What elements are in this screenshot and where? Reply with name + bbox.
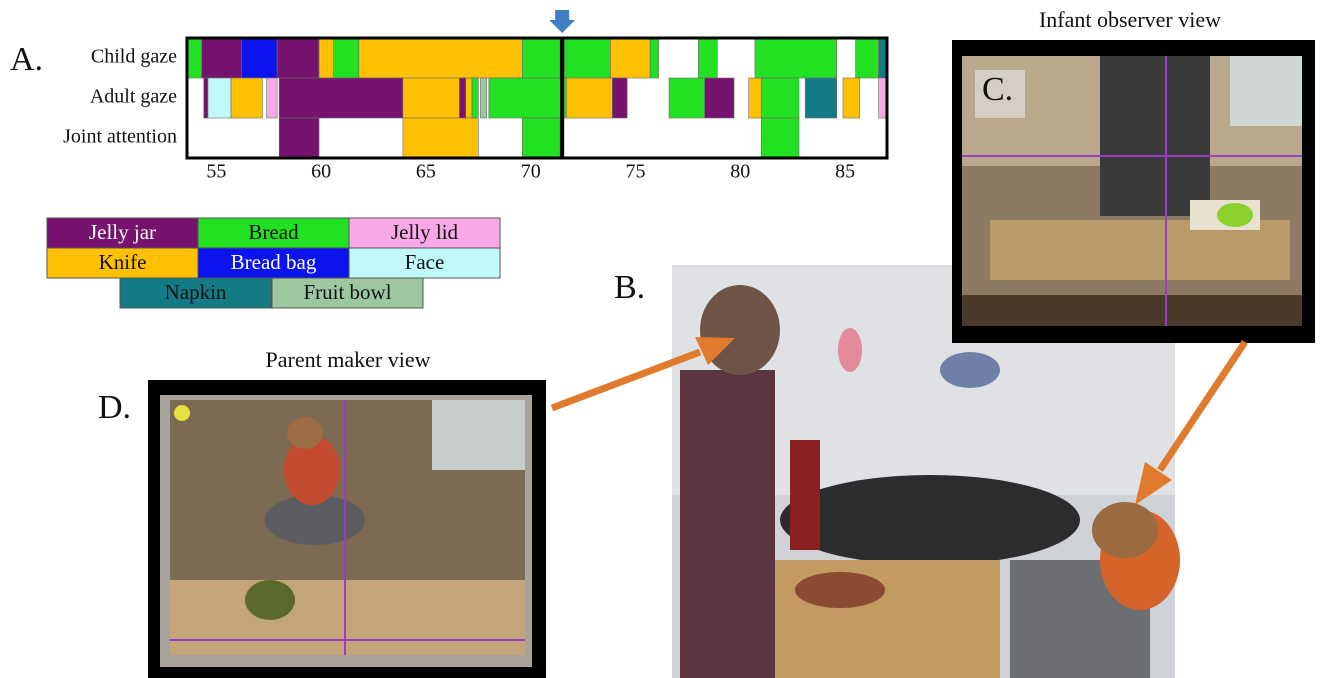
gaze-segment: [563, 37, 611, 79]
gaze-segment: [488, 77, 567, 119]
x-tick-label: 60: [311, 161, 331, 183]
legend-swatch: [197, 247, 350, 279]
legend-swatch: [348, 247, 501, 279]
gaze-segment: [203, 77, 209, 119]
gaze-segment: [649, 37, 659, 79]
legend-swatch: [197, 217, 350, 249]
x-tick-label: 70: [521, 161, 541, 183]
gaze-segment: [278, 117, 320, 159]
panel-label: A.: [10, 41, 43, 78]
legend-label: Jelly jar: [89, 220, 156, 244]
gaze-segment: [704, 77, 735, 119]
gaze-segment: [566, 77, 613, 119]
x-tick-label: 80: [730, 161, 750, 183]
gaze-segment: [465, 77, 473, 119]
gaze-segment: [266, 77, 278, 119]
gaze-segment: [760, 77, 800, 119]
row-label: Adult gaze: [90, 86, 177, 108]
gaze-segment: [842, 77, 861, 119]
legend-swatch: [119, 277, 272, 309]
legend-label: Jelly lid: [391, 220, 459, 244]
gaze-segment: [201, 37, 242, 79]
gaze-segment: [522, 37, 561, 79]
gaze-segment: [522, 117, 561, 159]
view-title: Infant observer view: [1039, 7, 1221, 32]
gaze-segment: [471, 77, 479, 119]
photo-d: [148, 380, 546, 678]
legend-swatch: [348, 217, 501, 249]
row-label: Child gaze: [91, 46, 177, 68]
gaze-segment: [402, 117, 479, 159]
legend-swatch: [46, 247, 199, 279]
x-tick-label: 85: [835, 161, 855, 183]
gaze-segment: [207, 77, 232, 119]
legend-swatch: [271, 277, 424, 309]
gaze-segment: [480, 77, 488, 119]
gaze-segment: [333, 37, 360, 79]
gaze-segment: [668, 77, 705, 119]
gaze-segment: [278, 77, 404, 119]
legend-swatch: [46, 217, 199, 249]
panel-label: B.: [614, 269, 645, 306]
gaze-segment: [754, 37, 838, 79]
view-title: Parent maker view: [266, 347, 431, 372]
legend-label: Bread: [248, 220, 299, 244]
time-arrow: [549, 10, 576, 33]
timeline-frame: [185, 36, 889, 160]
legend-label: Face: [405, 250, 445, 274]
gaze-segment: [402, 77, 460, 119]
photo-c: [952, 40, 1315, 343]
gaze-segment: [318, 37, 335, 79]
arrows: [550, 337, 1248, 505]
gaze-segment: [459, 77, 467, 119]
gaze-segment: [804, 77, 838, 119]
legend-label: Fruit bowl: [303, 280, 391, 304]
row-label: Joint attention: [63, 126, 177, 148]
gaze-segment: [230, 77, 263, 119]
x-tick-label: 75: [626, 161, 646, 183]
legend-label: Knife: [99, 250, 147, 274]
gaze-segment: [358, 37, 523, 79]
panel-label: C.: [982, 71, 1013, 108]
x-tick-label: 65: [416, 161, 436, 183]
panel-label: D.: [98, 389, 131, 426]
gaze-segment: [760, 117, 800, 159]
gaze-segment: [276, 37, 320, 79]
gaze-segment: [241, 37, 278, 79]
gaze-segment: [855, 37, 879, 79]
gaze-segment: [610, 37, 651, 79]
gaze-segment: [748, 77, 762, 119]
legend-label: Bread bag: [231, 250, 317, 274]
x-tick-label: 55: [206, 161, 226, 183]
gaze-segment: [186, 37, 202, 79]
legend-label: Napkin: [165, 280, 227, 304]
gaze-segment: [612, 77, 628, 119]
gaze-segment: [698, 37, 718, 79]
